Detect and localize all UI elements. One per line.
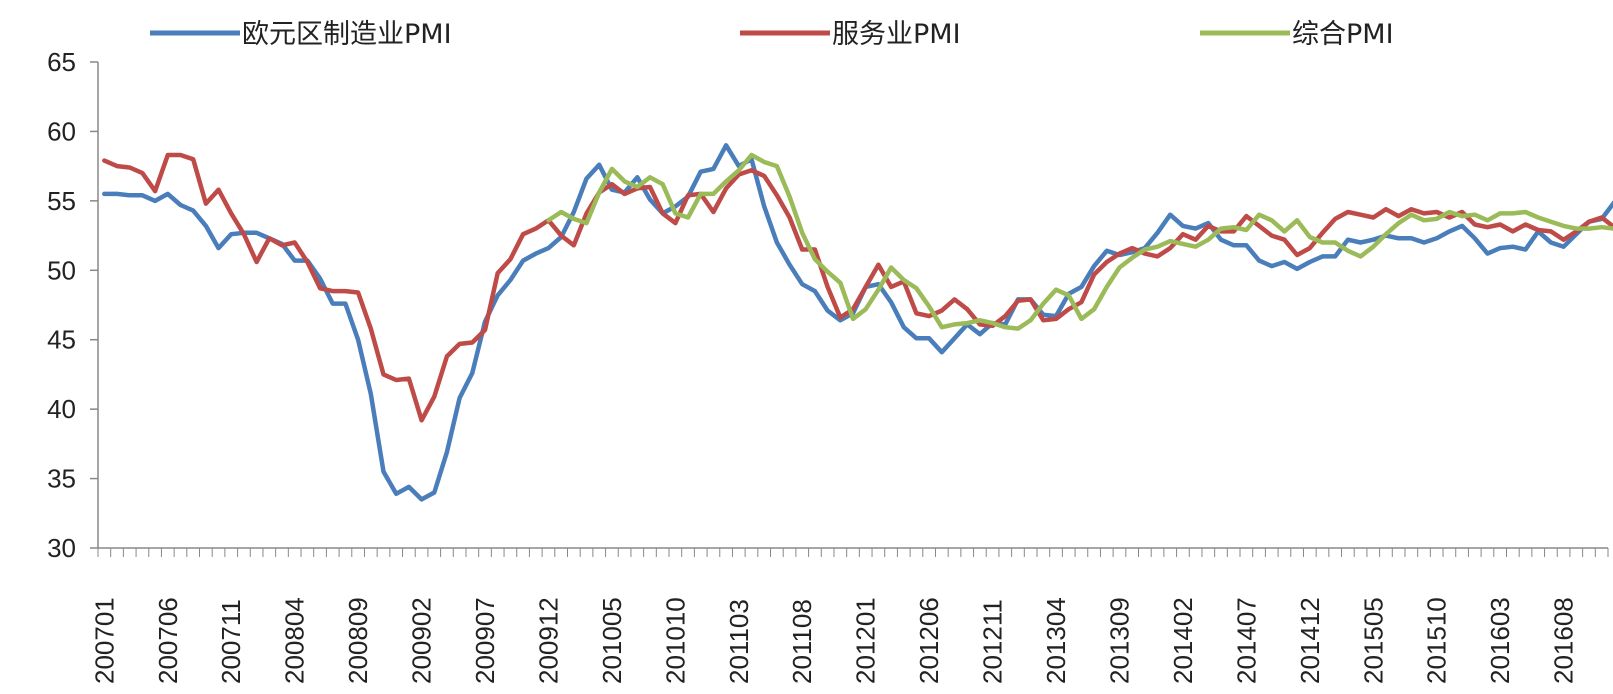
- x-tick-label: 200711: [216, 599, 246, 684]
- x-tick-label: 201206: [914, 597, 944, 684]
- x-tick-label: 200907: [470, 597, 500, 684]
- x-tick-label: 201010: [660, 597, 690, 684]
- chart-legend: 欧元区制造业PMI 服务业PMI 综合PMI: [150, 19, 1394, 50]
- x-tick-label: 201407: [1231, 597, 1261, 684]
- x-tick-label: 200804: [280, 597, 310, 684]
- x-tick-label: 200912: [533, 597, 563, 684]
- x-tick-label: 201510: [1422, 597, 1452, 684]
- x-tick-label: 200706: [153, 597, 183, 684]
- y-tick-label: 30: [47, 533, 76, 563]
- x-tick-label: 201304: [1041, 597, 1071, 684]
- legend-label: 服务业PMI: [832, 19, 961, 50]
- y-tick-label: 55: [47, 186, 76, 216]
- x-tick-label: 201608: [1549, 597, 1579, 684]
- x-tick-label: 200902: [407, 597, 437, 684]
- y-tick-label: 45: [47, 325, 76, 355]
- x-tick-label: 201108: [787, 599, 817, 684]
- plot-area: [102, 143, 1613, 502]
- series-line-3: [546, 152, 1613, 331]
- legend-label: 综合PMI: [1292, 19, 1394, 50]
- x-tick-label: 201201: [851, 597, 881, 684]
- x-tick-label: 201505: [1358, 597, 1388, 684]
- series-line-2: [102, 152, 1613, 423]
- chart-axes: 30 35 40 45 50 55 60 65 200701 200706 200711 200804…: [47, 47, 1609, 684]
- y-tick-label: 65: [47, 47, 76, 77]
- y-tick-label: 35: [47, 464, 76, 494]
- series-line-1: [102, 143, 1613, 502]
- x-tick-label: 201103: [724, 599, 754, 684]
- x-tick-label: 201412: [1295, 597, 1325, 684]
- x-tick-label: 201005: [597, 597, 627, 684]
- x-tick-label: 201402: [1168, 597, 1198, 684]
- y-tick-label: 60: [47, 116, 76, 146]
- x-tick-label: 201309: [1104, 597, 1134, 684]
- y-tick-label: 50: [47, 255, 76, 285]
- x-tick-label: 200701: [89, 597, 119, 684]
- y-tick-label: 40: [47, 394, 76, 424]
- legend-label: 欧元区制造业PMI: [242, 19, 452, 50]
- x-tick-label: 201603: [1485, 597, 1515, 684]
- x-tick-label: 200809: [343, 597, 373, 684]
- x-tick-label: 201211: [978, 599, 1008, 684]
